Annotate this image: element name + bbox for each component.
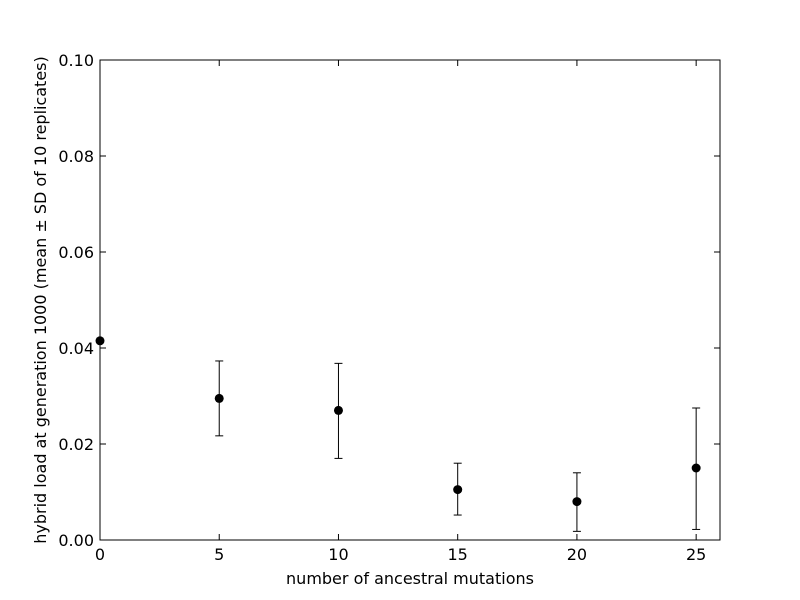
y-tick-label: 0.04 — [58, 339, 94, 358]
error-bars — [215, 360, 701, 532]
data-point — [691, 463, 701, 473]
data-point — [333, 405, 343, 415]
x-tick-label: 15 — [448, 545, 468, 564]
x-tick-label: 20 — [567, 545, 587, 564]
y-tick-label: 0.02 — [58, 435, 94, 454]
y-tick-label: 0.10 — [58, 51, 94, 70]
y-axis-label: hybrid load at generation 1000 (mean ± S… — [31, 56, 50, 544]
plot-frame — [99, 59, 721, 541]
data-points — [95, 336, 701, 507]
x-axis-label: number of ancestral mutations — [286, 569, 534, 588]
y-tick-label: 0.06 — [58, 243, 94, 262]
data-point — [453, 485, 463, 495]
x-tick-label: 10 — [328, 545, 348, 564]
x-tick-label: 0 — [95, 545, 105, 564]
y-tick-label: 0.08 — [58, 147, 94, 166]
data-point — [572, 497, 582, 507]
y-tick-label: 0.00 — [58, 531, 94, 550]
ticks: 0 5 10 15 20 25 0.00 0.02 0.04 0.06 0.08 0.10 — [58, 51, 720, 564]
data-point — [214, 393, 224, 403]
x-tick-label: 25 — [686, 545, 706, 564]
x-tick-label: 5 — [214, 545, 224, 564]
